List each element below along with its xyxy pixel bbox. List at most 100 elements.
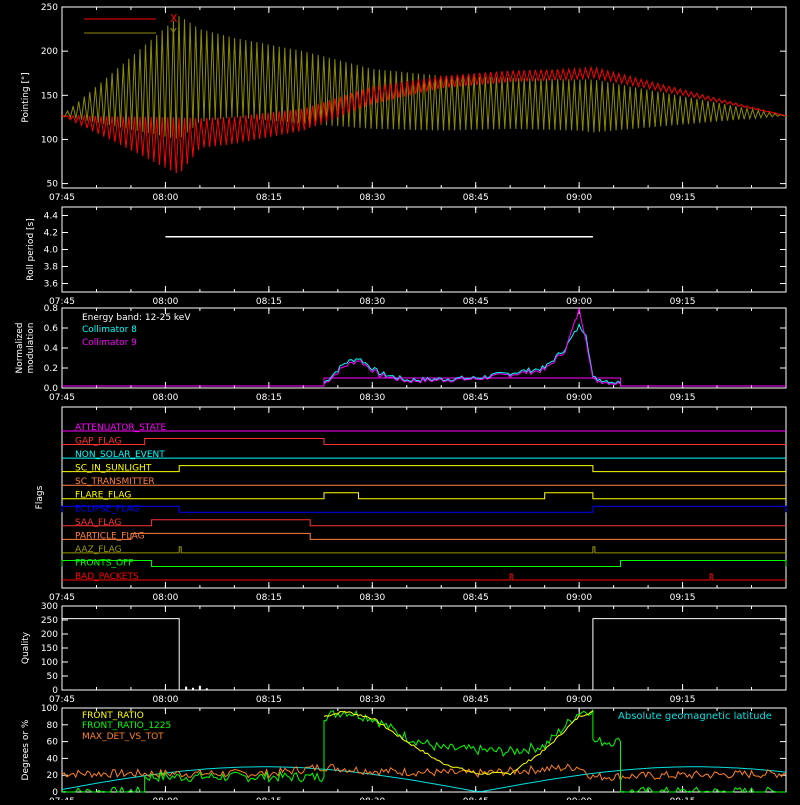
- x-tick-label-4-0: 07:45: [49, 593, 75, 603]
- flag-label-9: AAZ_FLAG: [75, 545, 122, 555]
- x-tick-label-2-0: 07:45: [49, 297, 75, 307]
- x-tick-label-5-2: 08:15: [256, 695, 282, 705]
- flag-line-10: [61, 560, 787, 567]
- y-tick-label-2-1: 3.8: [44, 263, 59, 273]
- x-tick-label-2-2: 08:15: [256, 297, 282, 307]
- flag-line-3: [62, 465, 786, 473]
- flag-label-8: PARTICLE_FLAG: [75, 531, 145, 541]
- y-axis-label-4: Flags: [35, 485, 45, 509]
- x-tick-label-3-0: 07:45: [49, 393, 75, 403]
- x-tick-label-1-0: 07:45: [49, 193, 75, 203]
- y-tick-label-3-1: 0.2: [44, 364, 58, 374]
- y-tick-label-6-5: 100: [41, 704, 58, 714]
- y-tick-label-5-3: 150: [41, 644, 58, 654]
- y-tick-label-1-3: 200: [41, 47, 58, 57]
- legend-label-y: Y: [169, 26, 177, 39]
- flag-line-1: [62, 438, 786, 445]
- flag-line-6: [61, 505, 787, 513]
- series-line-y: [61, 16, 787, 139]
- x-tick-label-1-1: 08:00: [152, 193, 178, 203]
- panel-frame-2: [61, 206, 787, 293]
- x-tick-label-5-1: 08:00: [152, 695, 178, 705]
- x-tick-label-5-5: 09:00: [566, 695, 592, 705]
- flag-line-9: [62, 546, 786, 554]
- x-tick-label-3-4: 08:45: [463, 393, 489, 403]
- x-tick-label-4-3: 08:30: [359, 593, 385, 603]
- y-axis-label-5: Quality: [21, 631, 31, 664]
- flag-line-5: [62, 492, 786, 500]
- x-tick-label-4-6: 09:15: [670, 593, 696, 603]
- y-tick-label-6-0: 0: [52, 788, 58, 798]
- x-tick-label-1-6: 09:15: [670, 193, 696, 203]
- flag-label-5: FLARE_FLAG: [75, 491, 131, 501]
- y-axis-label-3a: Normalized: [15, 322, 25, 373]
- x-tick-label-2-4: 08:45: [463, 297, 489, 307]
- x-tick-label-3-2: 08:15: [256, 393, 282, 403]
- x-tick-label-2-1: 08:00: [152, 297, 178, 307]
- y-tick-label-1-1: 100: [41, 135, 58, 145]
- y-axis-label-3b: modulation: [26, 323, 36, 374]
- legend-label-collimator-8: Collimator 8: [82, 325, 137, 335]
- y-tick-label-5-0: 0: [52, 686, 58, 696]
- panel-frame-1: [61, 6, 787, 189]
- y-tick-label-5-4: 200: [41, 630, 58, 640]
- x-tick-label-3-6: 09:15: [670, 393, 696, 403]
- flag-label-0: ATTENUATOR_STATE: [75, 423, 167, 433]
- series-line-quality: [62, 618, 786, 691]
- x-tick-label-5-4: 08:45: [463, 695, 489, 705]
- y-tick-label-2-0: 3.6: [44, 280, 59, 290]
- x-tick-label-5-6: 09:15: [670, 695, 696, 705]
- legend-label-collimator-9: Collimator 9: [82, 338, 137, 348]
- x-tick-label-5-3: 08:30: [359, 695, 385, 705]
- x-tick-label-2-6: 09:15: [670, 297, 696, 307]
- x-tick-label-3-5: 09:00: [566, 393, 592, 403]
- y-tick-label-3-0: 0.0: [44, 384, 59, 394]
- flag-label-6: ECLIPSE_FLAG: [75, 504, 139, 514]
- legend-label-x: X: [170, 12, 178, 25]
- series-line-geomagnetic-latitude: [61, 766, 787, 792]
- y-tick-label-5-2: 100: [41, 658, 58, 668]
- y-tick-label-3-3: 0.6: [44, 324, 59, 334]
- x-tick-label-4-4: 08:45: [463, 593, 489, 603]
- y-tick-label-1-4: 250: [41, 3, 58, 13]
- y-tick-label-1-0: 50: [47, 180, 59, 190]
- x-tick-label-4-1: 08:00: [152, 593, 178, 603]
- panel-frame-6: [61, 707, 787, 793]
- y-tick-label-6-1: 20: [47, 771, 59, 781]
- flag-label-2: NON_SOLAR_EVENT: [75, 450, 165, 460]
- series-line-front-ratio: [323, 710, 594, 776]
- x-tick-label-4-5: 09:00: [566, 593, 592, 603]
- x-tick-label-1-3: 08:30: [359, 193, 385, 203]
- series-line-x: [61, 65, 787, 174]
- x-tick-label-1-5: 09:00: [566, 193, 592, 203]
- y-tick-label-5-6: 300: [41, 602, 58, 612]
- annotation-energy-band: Energy band: 12-25 keV: [82, 313, 191, 323]
- legend-label-max-det-vs-tot: MAX_DET_VS_TOT: [82, 732, 164, 742]
- y-tick-label-3-2: 0.4: [44, 344, 59, 354]
- annotation-geomagnetic-latitude: Absolute geomagnetic latitude: [618, 711, 772, 722]
- series-line-collimator-9: [323, 308, 621, 386]
- y-axis-label-2: Roll period [s]: [26, 218, 36, 280]
- x-tick-label-4-2: 08:15: [256, 593, 282, 603]
- x-tick-label-1-4: 08:45: [463, 193, 489, 203]
- flag-label-3: SC_IN_SUNLIGHT: [75, 464, 152, 474]
- flag-label-11: BAD_PACKETS: [75, 572, 139, 582]
- y-tick-label-5-5: 250: [41, 616, 58, 626]
- series-line-front-ratio-1225: [61, 709, 786, 794]
- x-tick-label-2-3: 08:30: [359, 297, 385, 307]
- x-tick-label-3-3: 08:30: [359, 393, 385, 403]
- y-tick-label-6-4: 80: [47, 721, 59, 731]
- flag-line-11: [62, 573, 786, 581]
- x-tick-label-5-0: 07:45: [49, 695, 75, 705]
- y-axis-label-6: Degrees or %: [21, 719, 31, 780]
- flag-line-8: [62, 532, 786, 540]
- flag-label-1: GAP_FLAG: [75, 437, 121, 447]
- flag-label-7: SAA_FLAG: [75, 518, 121, 528]
- flag-label-4: SC_TRANSMITTER: [75, 477, 155, 487]
- x-tick-label-2-5: 09:00: [566, 297, 592, 307]
- panel-frame-4: [61, 406, 787, 589]
- y-axis-label-1: Pointing ["]: [21, 72, 31, 122]
- series-line-collimator-8: [323, 322, 621, 384]
- y-tick-label-1-2: 150: [41, 91, 58, 101]
- y-tick-label-5-1: 50: [47, 672, 59, 682]
